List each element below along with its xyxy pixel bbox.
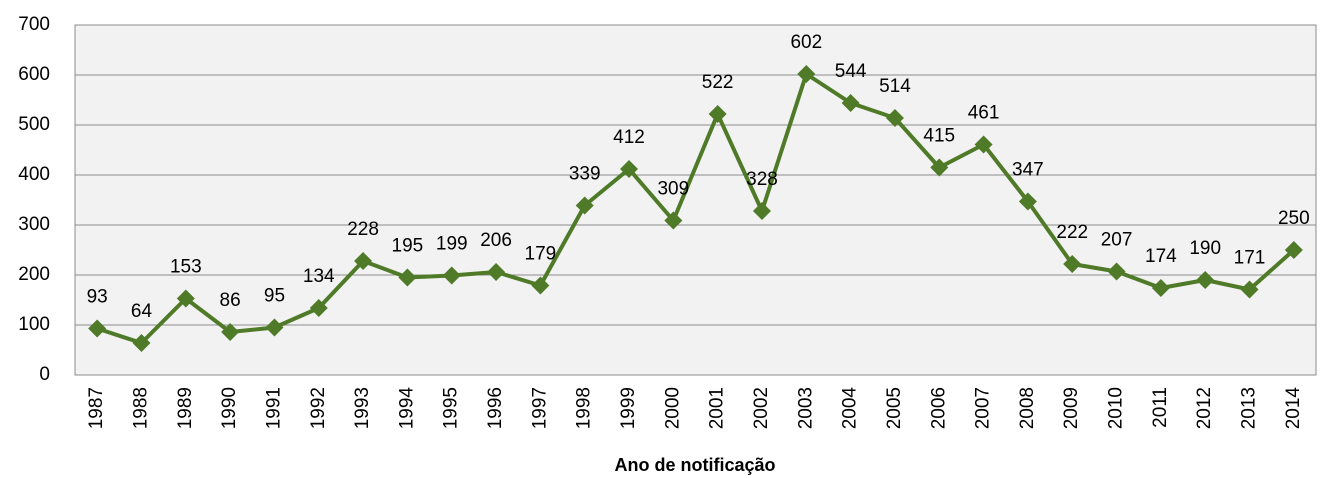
- marker: [1018, 192, 1037, 211]
- x-tick-label: 2014: [1283, 387, 1304, 430]
- data-label: 153: [170, 257, 202, 278]
- data-label: 134: [303, 266, 335, 287]
- data-label: 207: [1101, 230, 1133, 251]
- data-label: 309: [657, 179, 689, 200]
- data-label: 171: [1234, 248, 1266, 269]
- marker: [88, 319, 107, 338]
- y-tick-label: 700: [18, 14, 50, 35]
- marker: [354, 252, 373, 270]
- x-tick-label: 1996: [485, 387, 506, 429]
- marker: [752, 202, 771, 220]
- data-label: 93: [87, 287, 108, 308]
- x-tick-label: 1994: [396, 387, 417, 430]
- x-tick-label: 1999: [618, 387, 639, 429]
- x-tick-label: 1990: [219, 387, 240, 429]
- x-tick-label: 2004: [840, 387, 861, 430]
- x-tick-label: 1992: [308, 387, 329, 429]
- y-tick-label: 100: [18, 314, 50, 335]
- marker: [221, 323, 240, 341]
- y-tick-label: 400: [18, 164, 50, 185]
- y-tick-label: 500: [18, 114, 50, 135]
- marker: [797, 65, 816, 83]
- data-label: 328: [746, 169, 778, 190]
- data-label: 179: [525, 244, 557, 265]
- data-label: 544: [835, 61, 867, 82]
- x-tick-label: 1997: [529, 387, 550, 429]
- marker: [1196, 271, 1215, 289]
- data-label: 514: [879, 76, 911, 97]
- x-tick-label: 1989: [175, 387, 196, 429]
- data-label: 461: [968, 103, 1000, 124]
- marker: [620, 160, 639, 178]
- y-tick-label: 0: [39, 364, 50, 385]
- data-label: 95: [264, 286, 285, 307]
- y-tick-label: 300: [18, 214, 50, 235]
- marker: [841, 94, 860, 112]
- data-label: 222: [1056, 222, 1088, 243]
- x-tick-label: 2003: [795, 387, 816, 429]
- marker: [575, 196, 594, 215]
- x-tick-label: 2009: [1061, 387, 1082, 429]
- marker: [974, 135, 993, 154]
- x-tick-label: 2012: [1194, 387, 1215, 429]
- y-tick-label: 200: [18, 264, 50, 285]
- data-label: 347: [1012, 160, 1044, 181]
- x-tick-label: 2008: [1017, 387, 1038, 429]
- data-label: 228: [347, 219, 379, 240]
- marker: [442, 266, 461, 285]
- marker: [398, 268, 417, 287]
- x-tick-label: 1991: [263, 387, 284, 429]
- marker: [1151, 279, 1170, 297]
- x-tick-label: 2000: [662, 387, 683, 429]
- data-label: 339: [569, 164, 601, 185]
- data-label: 522: [702, 72, 734, 93]
- x-axis-title: Ano de notificação: [614, 455, 775, 475]
- marker: [930, 158, 949, 177]
- marker: [487, 263, 506, 281]
- x-tick-label: 1987: [86, 387, 107, 429]
- data-label: 174: [1145, 246, 1177, 267]
- data-label: 206: [480, 230, 512, 251]
- marker: [265, 318, 284, 337]
- x-tick-label: 2013: [1239, 387, 1260, 429]
- marker: [885, 109, 904, 127]
- data-label: 250: [1278, 208, 1310, 229]
- x-tick-label: 1995: [441, 387, 462, 429]
- marker: [176, 289, 195, 308]
- y-tick-label: 600: [18, 64, 50, 85]
- data-label: 86: [220, 290, 241, 311]
- marker: [132, 334, 151, 352]
- marker: [708, 105, 727, 123]
- x-tick-label: 2001: [707, 387, 728, 429]
- marker: [309, 299, 328, 317]
- data-label: 199: [436, 234, 468, 255]
- data-label: 415: [923, 126, 955, 147]
- x-tick-label: 2006: [928, 387, 949, 429]
- x-tick-label: 2010: [1106, 387, 1127, 429]
- data-label: 64: [131, 301, 153, 322]
- x-tick-label: 2011: [1150, 387, 1171, 428]
- marker: [1063, 255, 1082, 273]
- marker: [1284, 241, 1303, 259]
- data-label: 195: [392, 236, 424, 257]
- data-label: 190: [1189, 238, 1221, 259]
- x-tick-label: 1998: [574, 387, 595, 429]
- plot-area: [74, 24, 1317, 376]
- x-tick-label: 2002: [751, 387, 772, 429]
- x-tick-label: 2007: [973, 387, 994, 429]
- x-tick-label: 1988: [130, 387, 151, 429]
- line: [96, 72, 1296, 345]
- marker: [664, 211, 683, 230]
- x-tick-label: 2005: [884, 387, 905, 429]
- data-label: 412: [613, 127, 645, 148]
- marker: [1240, 280, 1259, 299]
- marker: [1107, 262, 1126, 281]
- x-tick-label: 1993: [352, 387, 373, 429]
- marker: [531, 276, 550, 295]
- data-label: 602: [790, 32, 822, 53]
